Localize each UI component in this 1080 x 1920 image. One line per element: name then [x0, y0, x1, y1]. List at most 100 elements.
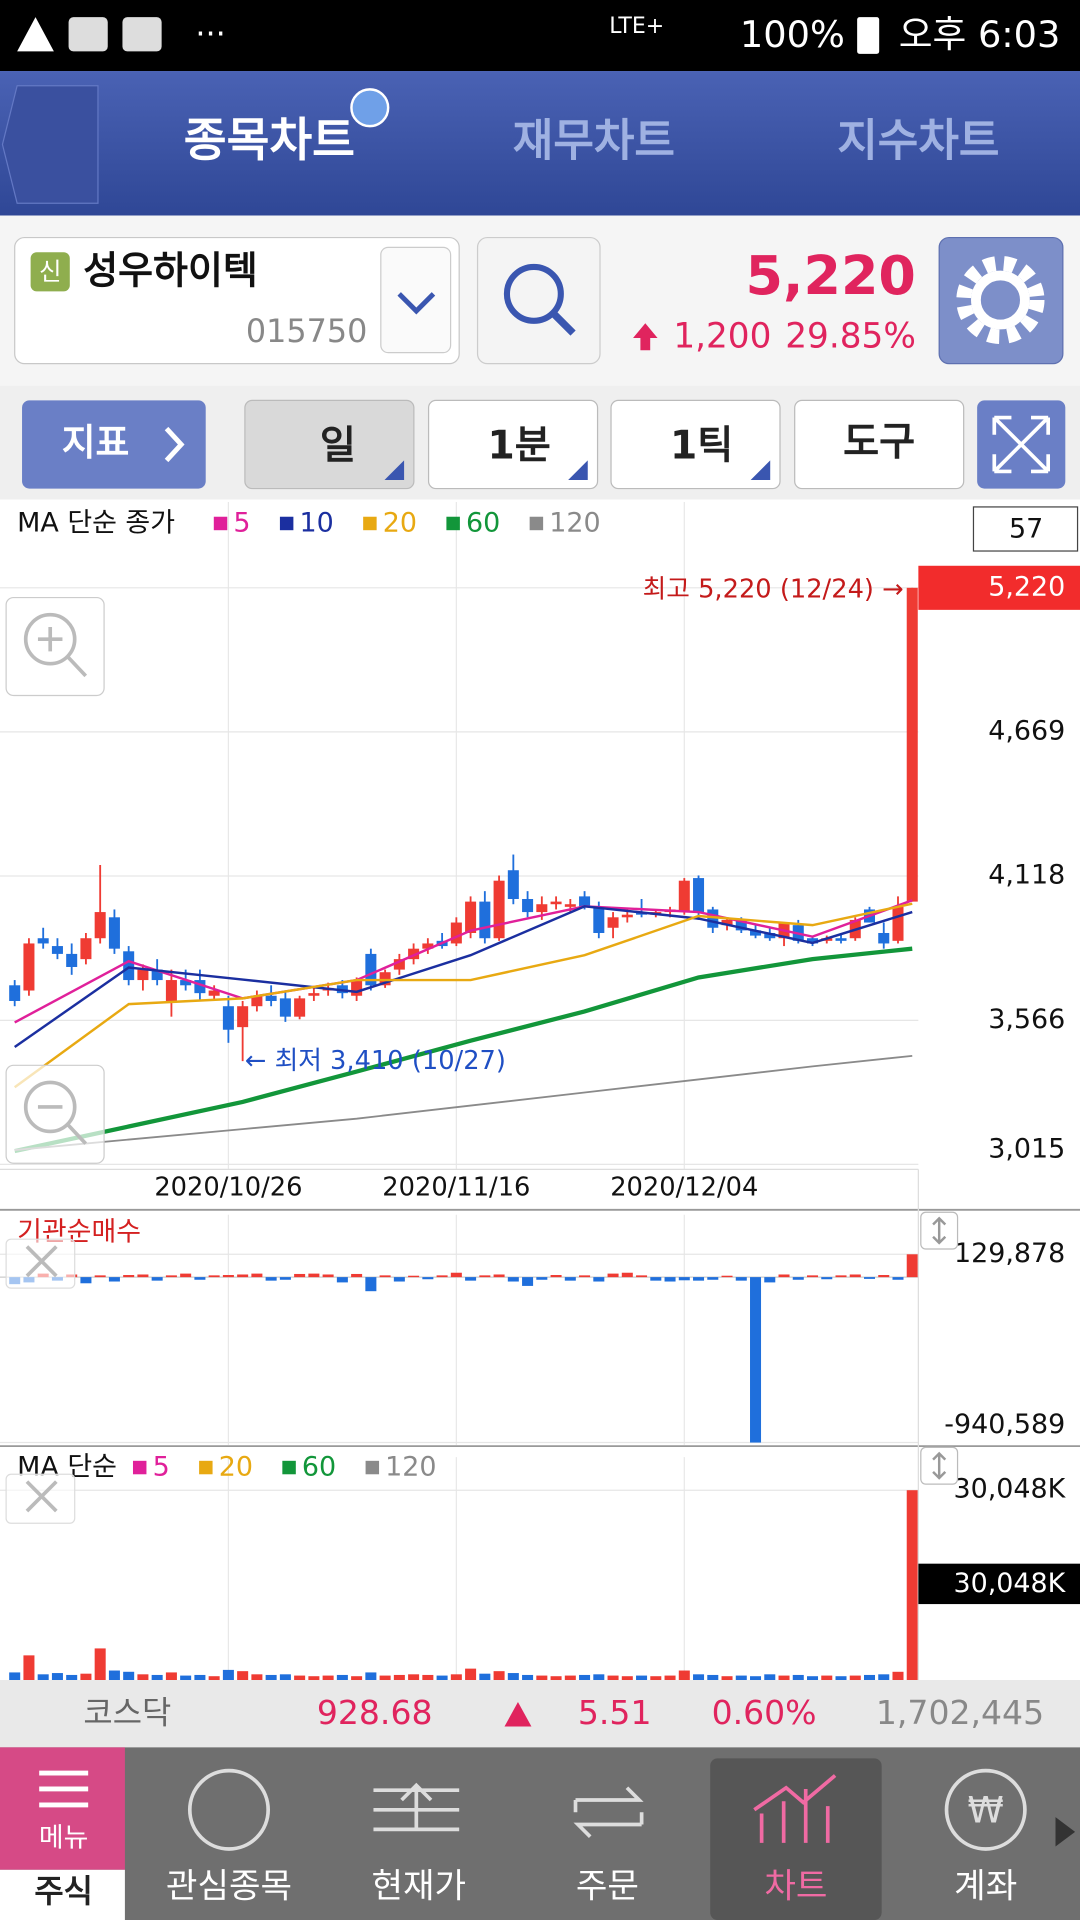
candle-body	[621, 914, 633, 918]
close-button[interactable]	[5, 1238, 76, 1289]
back-button[interactable]	[1, 85, 99, 204]
nav-more[interactable]	[1055, 1817, 1076, 1847]
volume-bar	[237, 1671, 249, 1680]
nav-icon	[187, 1768, 270, 1851]
current-volume: 30,048K	[953, 1568, 1066, 1599]
bar	[735, 1277, 747, 1281]
period-button[interactable]	[427, 399, 599, 490]
bar	[835, 1275, 847, 1278]
bar	[123, 1275, 135, 1278]
menu-sub-bg[interactable]	[0, 1869, 125, 1920]
price: 5,220	[746, 244, 916, 307]
nav-selected-bg	[710, 1758, 882, 1920]
up-triangle	[504, 1702, 532, 1727]
period-label: 1틱	[670, 424, 733, 469]
search-icon	[550, 310, 576, 336]
bar	[792, 1277, 804, 1280]
chevron	[164, 426, 185, 463]
zoom-out[interactable]	[5, 1064, 105, 1164]
search-button[interactable]	[476, 236, 601, 365]
candle-body	[522, 898, 534, 913]
bar	[878, 1275, 890, 1278]
volume-bar	[564, 1675, 576, 1680]
candle-body	[165, 980, 177, 1001]
volume-bar	[636, 1675, 648, 1680]
volume-bar	[493, 1671, 505, 1680]
volume-bar	[322, 1675, 334, 1680]
volume-bar	[23, 1655, 35, 1680]
bar	[863, 1277, 876, 1279]
nav-label[interactable]: 현재가	[371, 1867, 466, 1907]
bar	[821, 1277, 833, 1280]
tab-active[interactable]: 종목차트	[184, 113, 355, 167]
volume-bar	[650, 1676, 662, 1680]
bar	[379, 1275, 391, 1278]
candle-body	[721, 919, 733, 926]
volume-bar	[821, 1675, 833, 1680]
volume-bar	[664, 1675, 676, 1680]
volume-bar	[450, 1674, 462, 1680]
x-tick-label: 2020/12/04	[610, 1172, 758, 1202]
period-button[interactable]	[610, 399, 781, 490]
candle-body	[222, 1006, 234, 1030]
volume-bar	[507, 1673, 519, 1680]
candle-body	[878, 932, 890, 944]
ma-line	[13, 905, 913, 1049]
candle-body	[550, 901, 562, 905]
bar	[422, 1277, 434, 1280]
index-volume: 1,702,445	[876, 1693, 1044, 1732]
legend-swatch	[446, 516, 460, 531]
volume-bar	[80, 1673, 92, 1680]
nav-icon: ₩	[968, 1789, 1004, 1832]
corner-mark	[750, 460, 771, 480]
low-annotation: ← 최저 3,410 (10/27)	[245, 1046, 506, 1076]
bar	[180, 1273, 192, 1278]
current-volume-box	[918, 1563, 1080, 1605]
candle-body	[579, 896, 591, 907]
legend-swatch	[282, 1460, 296, 1475]
bar	[664, 1277, 676, 1282]
gear-icon	[956, 255, 1045, 345]
tab[interactable]: 지수차트	[837, 115, 999, 166]
legend-label: 20	[219, 1452, 253, 1483]
candle-body	[479, 901, 491, 939]
x-tick-label: 2020/10/26	[154, 1172, 302, 1202]
resize-button[interactable]	[920, 1211, 959, 1250]
zoom-in[interactable]	[5, 596, 105, 697]
menu-label: 메뉴	[39, 1823, 89, 1854]
bar	[678, 1277, 690, 1281]
resize-button[interactable]	[920, 1446, 959, 1485]
volume-bar	[123, 1671, 135, 1680]
x-tick-label: 2020/11/16	[382, 1172, 530, 1202]
dropdown-button[interactable]	[380, 246, 452, 354]
candle-body	[51, 946, 63, 954]
volume-bar	[379, 1675, 391, 1680]
candle-body	[351, 980, 363, 996]
bar	[764, 1277, 776, 1283]
indicator-button[interactable]	[22, 400, 206, 489]
volume-bar	[778, 1675, 790, 1680]
volume-bar	[579, 1674, 591, 1680]
bar	[208, 1275, 220, 1278]
nav-label[interactable]: 주문	[576, 1867, 639, 1907]
tool-button[interactable]	[794, 399, 965, 490]
nav-label[interactable]: 차트	[764, 1867, 827, 1907]
stock-box[interactable]	[14, 236, 460, 365]
bar	[265, 1277, 277, 1281]
nav-label[interactable]: 계좌	[954, 1867, 1017, 1907]
volume-bar	[208, 1676, 220, 1680]
volume-bar	[621, 1676, 633, 1680]
tab[interactable]: 재무차트	[513, 115, 675, 166]
count: 57	[1009, 514, 1043, 545]
period-button[interactable]	[244, 399, 415, 490]
close-button[interactable]	[5, 1473, 76, 1524]
app-icon	[122, 17, 162, 52]
volume-bar	[94, 1648, 106, 1680]
menu-button[interactable]	[0, 1747, 125, 1870]
nav-label[interactable]: 관심종목	[166, 1867, 292, 1907]
volume-bar	[735, 1675, 747, 1680]
volume-bar	[151, 1674, 163, 1680]
volume-bar	[721, 1676, 733, 1680]
volume-bar	[550, 1676, 562, 1680]
